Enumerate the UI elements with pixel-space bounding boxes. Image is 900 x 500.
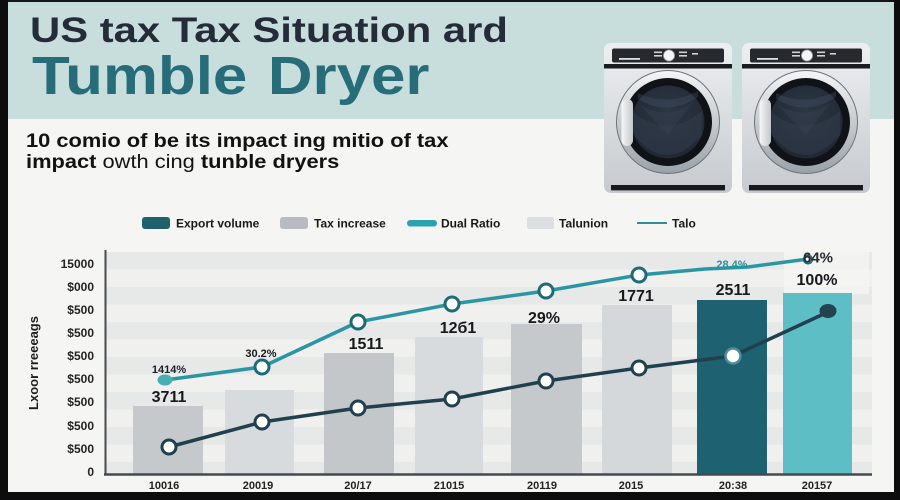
svg-text:Export volume: Export volume — [176, 217, 260, 231]
svg-text:$500: $500 — [67, 395, 94, 409]
svg-text:20119: 20119 — [527, 480, 557, 492]
svg-text:1414%: 1414% — [152, 364, 186, 376]
svg-text:$500: $500 — [67, 442, 94, 456]
svg-text:2511: 2511 — [716, 282, 751, 299]
svg-text:$500: $500 — [67, 419, 94, 433]
svg-text:Talunion: Talunion — [559, 217, 608, 231]
svg-text:21015: 21015 — [434, 480, 465, 492]
svg-text:$500: $500 — [67, 372, 94, 386]
svg-text:Dual Ratio: Dual Ratio — [441, 217, 500, 231]
svg-text:10016: 10016 — [149, 480, 180, 492]
svg-text:2015: 2015 — [619, 480, 643, 492]
svg-text:$500: $500 — [67, 303, 94, 317]
svg-text:28.4%: 28.4% — [716, 259, 747, 271]
svg-text:1511: 1511 — [349, 336, 384, 353]
svg-text:3711: 3711 — [152, 389, 187, 406]
svg-text:100%: 100% — [797, 272, 838, 289]
svg-text:Lxoor rreeeags: Lxoor rreeeags — [26, 316, 41, 410]
svg-text:1771: 1771 — [618, 288, 654, 305]
svg-text:12б1: 12б1 — [440, 320, 477, 337]
svg-text:30.2%: 30.2% — [245, 348, 276, 360]
svg-text:Talo: Talo — [672, 217, 696, 231]
svg-text:20/17: 20/17 — [344, 480, 372, 492]
svg-text:15000: 15000 — [61, 257, 95, 271]
svg-text:20:38: 20:38 — [719, 480, 747, 492]
svg-text:$500: $500 — [67, 326, 94, 340]
svg-text:64%: 64% — [803, 250, 833, 267]
svg-text:Tax increase: Tax increase — [314, 217, 386, 231]
svg-text:20157: 20157 — [802, 480, 833, 492]
svg-text:20019: 20019 — [243, 480, 274, 492]
svg-text:0: 0 — [87, 465, 94, 479]
svg-text:$000: $000 — [67, 280, 94, 294]
svg-text:29%: 29% — [528, 310, 560, 327]
svg-text:$500: $500 — [67, 349, 94, 363]
